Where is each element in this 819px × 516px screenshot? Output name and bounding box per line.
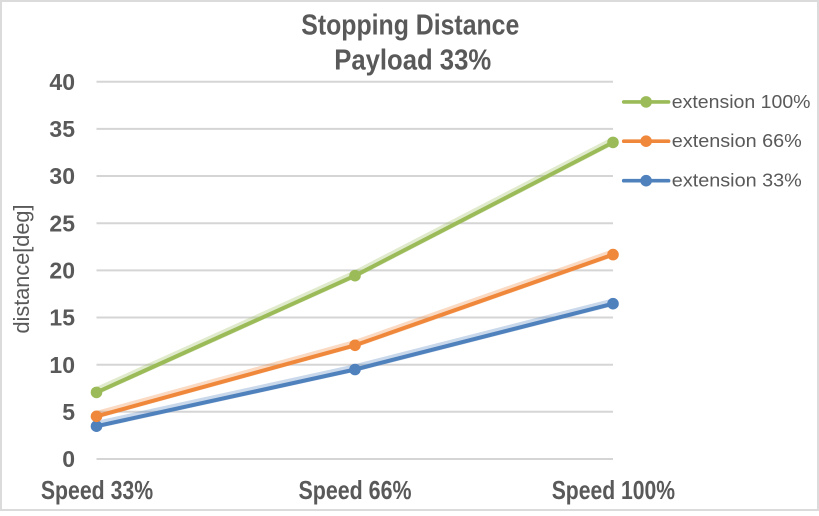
svg-text:extension 66%: extension 66% [672, 130, 802, 151]
svg-text:30: 30 [49, 163, 75, 189]
svg-text:40: 40 [49, 69, 75, 95]
svg-text:25: 25 [49, 210, 75, 236]
svg-text:20: 20 [49, 258, 75, 284]
svg-text:35: 35 [49, 116, 75, 142]
svg-text:5: 5 [62, 399, 75, 425]
svg-text:15: 15 [49, 305, 75, 331]
svg-text:Speed 100%: Speed 100% [552, 475, 675, 505]
svg-text:Speed 66%: Speed 66% [299, 475, 412, 505]
svg-text:10: 10 [49, 352, 75, 378]
svg-text:0: 0 [62, 446, 75, 472]
svg-text:extension 100%: extension 100% [672, 91, 811, 112]
svg-text:Stopping Distance: Stopping Distance [301, 10, 519, 42]
svg-text:Payload 33%: Payload 33% [334, 44, 491, 76]
svg-text:extension 33%: extension 33% [672, 170, 802, 191]
svg-text:distance[deg]: distance[deg] [9, 205, 34, 334]
svg-text:Speed 33%: Speed 33% [41, 475, 153, 505]
